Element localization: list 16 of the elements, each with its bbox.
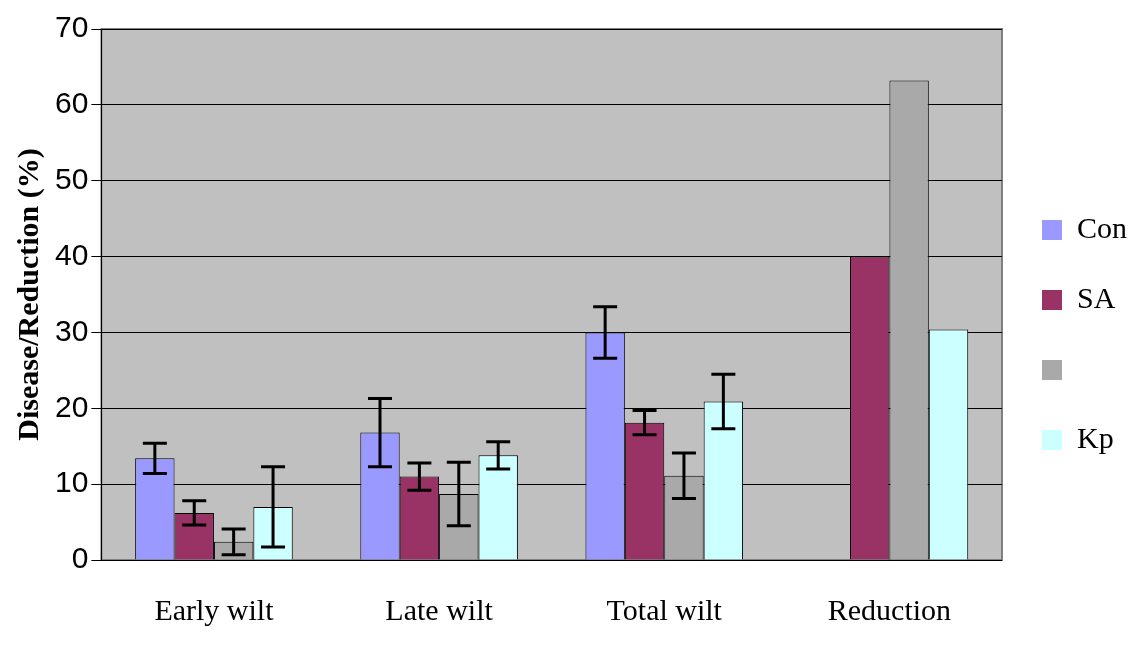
x-tick-label: Reduction [827, 592, 952, 626]
legend-label: SA [1076, 280, 1116, 314]
x-tick-label: Total wilt [606, 592, 723, 626]
y-tick-label: 40 [54, 237, 89, 271]
y-tick-label: 70 [54, 10, 89, 44]
y-tick-label: 0 [71, 541, 89, 575]
legend-label: Kp [1076, 420, 1114, 454]
y-tick-label: 30 [54, 313, 89, 347]
y-tick-label: 20 [54, 389, 89, 423]
y-axis-title: Disease/Reduction (%) [10, 148, 45, 441]
y-tick-label: 10 [54, 465, 89, 499]
y-tick-label: 50 [54, 161, 89, 195]
x-tick-label: Late wilt [385, 592, 494, 626]
x-tick-label: Early wilt [154, 592, 275, 626]
y-tick-label: 60 [54, 86, 89, 120]
legend-label: Con [1076, 210, 1128, 244]
